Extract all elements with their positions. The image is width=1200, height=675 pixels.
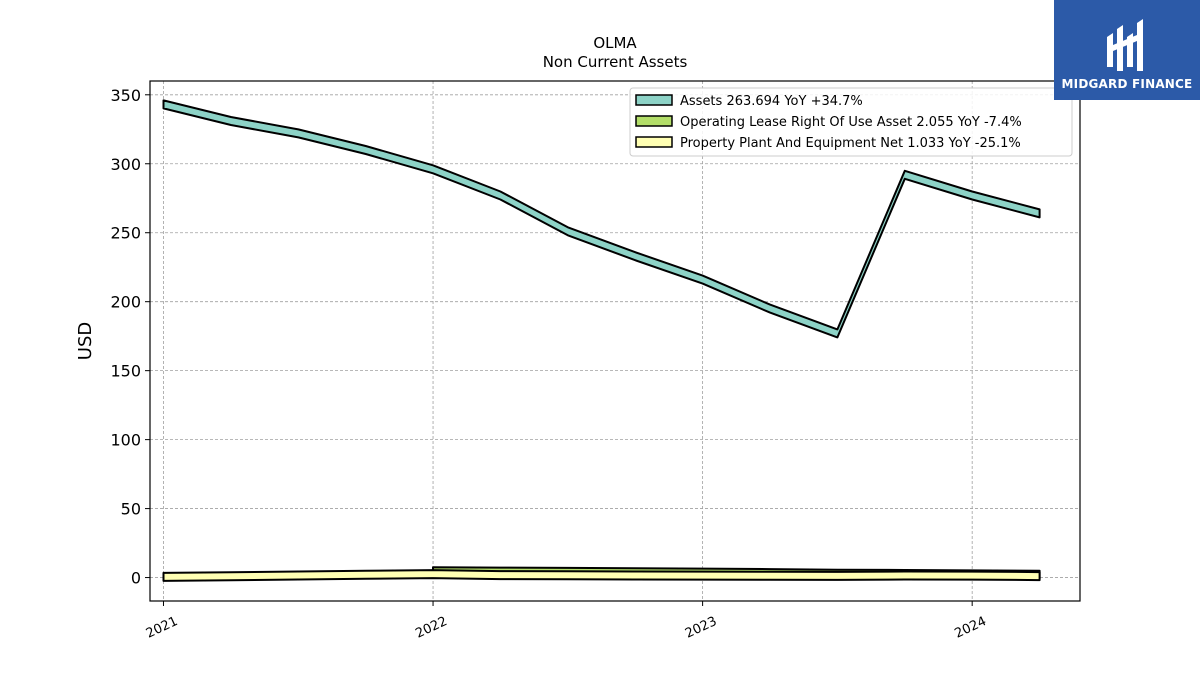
series-band-ppe (162, 569, 1041, 582)
y-tick-label: 250 (110, 224, 141, 243)
y-tick-label: 50 (121, 500, 141, 519)
legend-swatch-ppe (635, 136, 673, 148)
legend-swatch-assets (635, 94, 673, 106)
y-tick-label: 150 (110, 362, 141, 381)
y-tick-label: 300 (110, 155, 141, 174)
legend-swatch-operating-lease (635, 115, 673, 127)
plot-frame (149, 80, 1081, 602)
x-tick-label: 2023 (683, 614, 719, 642)
y-tick-label: 100 (110, 431, 141, 450)
y-tick-label: 0 (131, 569, 141, 588)
chart-subtitle: Non Current Assets (543, 53, 688, 71)
series-band-assets (162, 99, 1041, 339)
x-tick-label: 2024 (953, 614, 989, 642)
x-tick-label: 2022 (413, 614, 449, 642)
legend-label-assets: Assets 263.694 YoY +34.7% (680, 94, 863, 109)
logo-mark-icon (1107, 19, 1143, 71)
x-tick-label: 2021 (144, 614, 180, 642)
legend-label-ppe: Property Plant And Equipment Net 1.033 Y… (680, 136, 1021, 151)
y-tick-label: 350 (110, 86, 141, 105)
watermark-text: MIDGARD FINANCE (1061, 77, 1193, 91)
legend: Assets 263.694 YoY +34.7% Operating Leas… (629, 87, 1073, 157)
series-layer (162, 99, 1041, 582)
ticks: 0 50 100 150 200 250 300 350 2021 2022 2023 2024 (110, 86, 988, 642)
watermark-logo: MIDGARD FINANCE (1054, 0, 1200, 100)
grid (150, 81, 1080, 601)
chart-title: OLMA (593, 34, 637, 52)
y-axis-label: USD (75, 322, 96, 360)
y-tick-label: 200 (110, 293, 141, 312)
legend-frame (629, 87, 1073, 157)
legend-label-operating-lease: Operating Lease Right Of Use Asset 2.055… (680, 115, 1022, 130)
